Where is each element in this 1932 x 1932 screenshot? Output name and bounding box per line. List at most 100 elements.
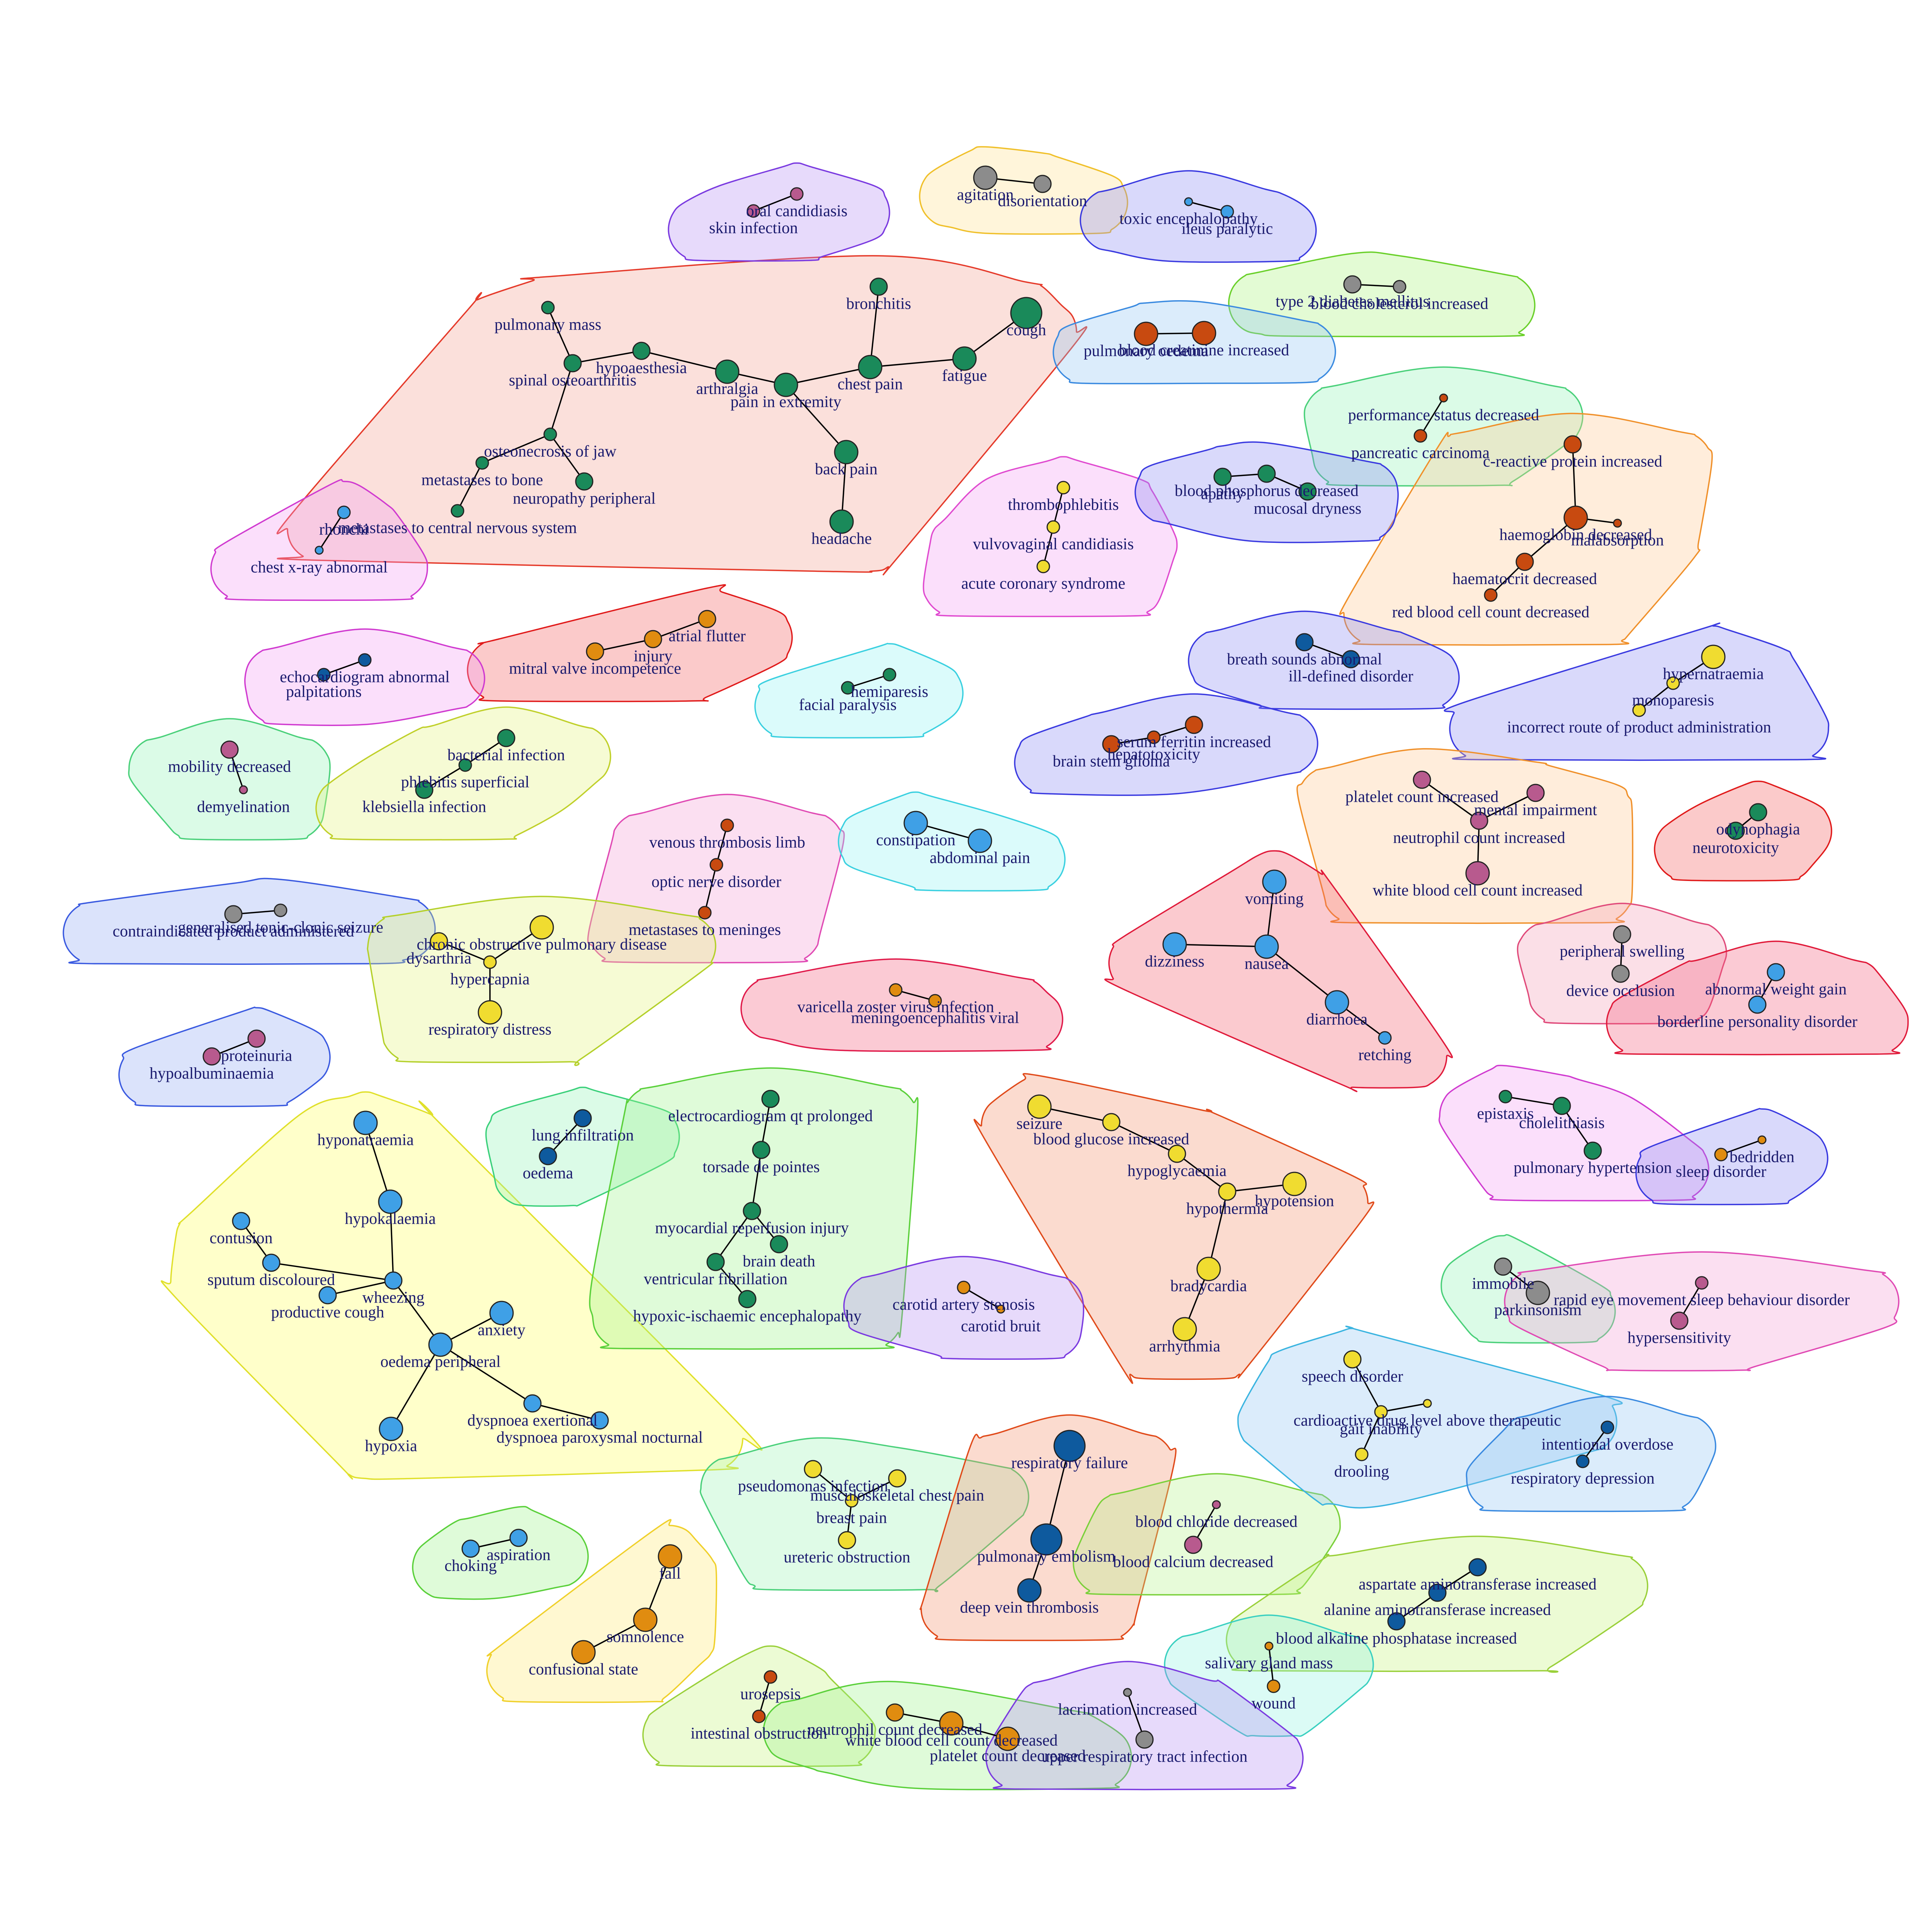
node-odynophagia[interactable]	[1749, 803, 1767, 821]
node-blood-calcium[interactable]	[1184, 1536, 1202, 1554]
node-arrhythmia[interactable]	[1172, 1317, 1197, 1342]
node-platelet-count-decreased[interactable]	[995, 1726, 1020, 1751]
node-hypoalbuminaemia[interactable]	[202, 1047, 221, 1066]
node-vulvovaginal-candidiasis[interactable]	[1046, 520, 1060, 534]
node-hypersensitivity[interactable]	[1670, 1311, 1689, 1330]
node-palpitations[interactable]	[317, 668, 331, 682]
node-generalised-seizure[interactable]	[274, 903, 287, 917]
node-dizziness[interactable]	[1162, 932, 1187, 957]
node-optic-nerve[interactable]	[709, 858, 723, 872]
node-thrombophlebitis[interactable]	[1056, 481, 1070, 495]
node-mental-impairment[interactable]	[1526, 784, 1545, 802]
node-nausea[interactable]	[1254, 934, 1279, 959]
node-respiratory-depression[interactable]	[1576, 1454, 1590, 1468]
node-back-pain[interactable]	[834, 440, 859, 464]
node-anxiety[interactable]	[489, 1301, 514, 1325]
node-gait-inability[interactable]	[1374, 1405, 1388, 1419]
node-mobility-decreased[interactable]	[220, 740, 239, 759]
node-proteinuria[interactable]	[247, 1029, 266, 1048]
node-carotid-artery-stenosis[interactable]	[957, 1281, 971, 1294]
node-copd[interactable]	[529, 915, 554, 940]
node-musculoskeletal-chest-pain[interactable]	[888, 1469, 906, 1488]
node-epistaxis[interactable]	[1498, 1090, 1512, 1104]
node-pain-in-extremity[interactable]	[774, 372, 798, 397]
node-pulmonary-oedema[interactable]	[1134, 321, 1158, 346]
node-lung-infiltration[interactable]	[573, 1109, 592, 1128]
node-c-reactive[interactable]	[1563, 435, 1582, 454]
node-dyspnoea-paroxysmal[interactable]	[590, 1411, 609, 1430]
node-respiratory-failure[interactable]	[1053, 1430, 1086, 1462]
node-echocardiogram-abnormal[interactable]	[358, 653, 372, 667]
node-blood-phosphorus[interactable]	[1257, 464, 1276, 483]
node-spinal-osteoarthritis[interactable]	[563, 354, 582, 372]
node-disorientation[interactable]	[1033, 175, 1052, 193]
node-salivary-gland-mass[interactable]	[1264, 1641, 1274, 1651]
node-hyponatraemia[interactable]	[353, 1111, 378, 1135]
node-bronchitis[interactable]	[869, 277, 888, 296]
node-sputum-discoloured[interactable]	[262, 1253, 281, 1272]
node-hypoxic-ischaemic[interactable]	[738, 1290, 757, 1308]
node-hypokalaemia[interactable]	[378, 1189, 403, 1214]
node-carotid-bruit[interactable]	[996, 1304, 1005, 1314]
node-lacrimation-increased[interactable]	[1123, 1688, 1132, 1697]
node-neuropathy-peripheral[interactable]	[575, 472, 594, 491]
node-seizure[interactable]	[1027, 1094, 1052, 1119]
node-confusional-state[interactable]	[571, 1640, 596, 1665]
node-aspiration[interactable]	[509, 1529, 528, 1547]
node-torsade[interactable]	[752, 1141, 770, 1159]
node-atrial-flutter[interactable]	[698, 610, 716, 628]
node-hypernatraemia[interactable]	[1701, 645, 1726, 669]
node-device-occlusion[interactable]	[1611, 964, 1630, 983]
node-monoparesis[interactable]	[1666, 676, 1680, 690]
node-skin-infection[interactable]	[747, 204, 760, 218]
node-contusion[interactable]	[232, 1212, 250, 1230]
node-incorrect-route[interactable]	[1632, 703, 1646, 717]
node-myocardial-reperfusion[interactable]	[743, 1202, 761, 1220]
node-pseudomonas[interactable]	[804, 1460, 822, 1478]
node-chest-pain[interactable]	[858, 355, 883, 379]
node-drooling[interactable]	[1355, 1447, 1369, 1461]
node-acute-coronary[interactable]	[1036, 560, 1050, 573]
node-ureteric-obstruction[interactable]	[838, 1531, 856, 1549]
node-ill-defined[interactable]	[1342, 650, 1360, 668]
node-contraindicated-product[interactable]	[224, 905, 243, 923]
node-arthralgia[interactable]	[715, 359, 740, 384]
node-meningoencephalitis[interactable]	[928, 994, 942, 1008]
node-intestinal-obstruction[interactable]	[752, 1709, 766, 1723]
node-alanine[interactable]	[1428, 1583, 1447, 1602]
node-borderline-personality[interactable]	[1748, 995, 1767, 1014]
node-phlebitis-superficial[interactable]	[458, 758, 472, 772]
node-blood-glucose-increased[interactable]	[1102, 1113, 1121, 1131]
node-oedema-peripheral[interactable]	[428, 1332, 453, 1357]
node-chest-xray-abnormal[interactable]	[315, 546, 324, 555]
node-breast-pain[interactable]	[845, 1494, 859, 1508]
node-dysarthria[interactable]	[430, 932, 448, 951]
node-oral-candidiasis[interactable]	[790, 187, 804, 201]
node-mucosal-dryness[interactable]	[1298, 482, 1317, 501]
node-hypoxia[interactable]	[379, 1417, 403, 1441]
node-immobile[interactable]	[1494, 1257, 1512, 1276]
node-ileus-paralytic[interactable]	[1220, 205, 1234, 219]
node-pancreatic-carcinoma[interactable]	[1413, 429, 1427, 443]
node-type-2-diabetes[interactable]	[1343, 275, 1362, 294]
node-vomiting[interactable]	[1262, 869, 1287, 894]
node-brain-death[interactable]	[770, 1235, 788, 1253]
node-abnormal-weight-gain[interactable]	[1767, 963, 1785, 981]
node-blood-chloride[interactable]	[1212, 1500, 1221, 1509]
node-blood-cholesterol[interactable]	[1393, 280, 1406, 294]
node-rem-sleep[interactable]	[1695, 1276, 1709, 1290]
node-platelet-count-increased[interactable]	[1413, 770, 1431, 789]
node-agitation[interactable]	[973, 165, 998, 190]
node-facial-paralysis[interactable]	[841, 681, 855, 695]
node-diarrhoea[interactable]	[1325, 990, 1349, 1015]
node-metastases-meninges[interactable]	[698, 906, 712, 920]
node-somnolence[interactable]	[633, 1607, 658, 1632]
node-osteonecrosis-of-jaw[interactable]	[543, 427, 557, 441]
node-hypoaesthesia[interactable]	[632, 342, 651, 360]
node-venous-thrombosis[interactable]	[720, 818, 734, 832]
node-ventricular-fibrillation[interactable]	[706, 1253, 725, 1271]
node-retching[interactable]	[1378, 1031, 1392, 1045]
node-speech-disorder[interactable]	[1343, 1350, 1362, 1369]
node-haemoglobin[interactable]	[1563, 505, 1588, 530]
node-metastases-to-cns[interactable]	[451, 504, 464, 518]
